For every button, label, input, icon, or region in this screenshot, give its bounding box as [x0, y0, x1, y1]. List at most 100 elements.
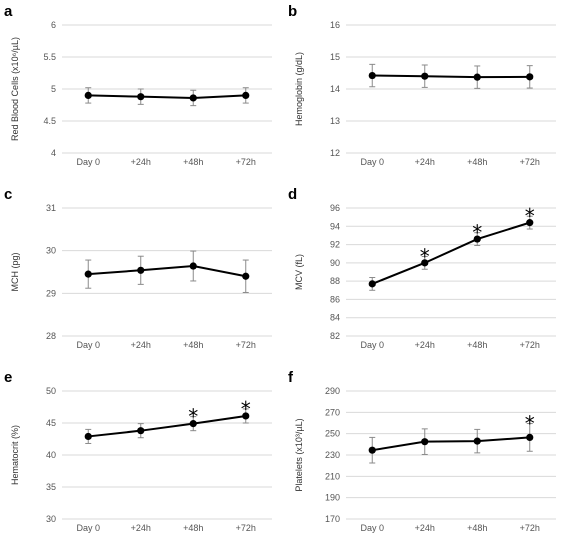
y-tick-label: 5.5 — [43, 52, 56, 62]
significance-star: * — [420, 244, 430, 268]
significance-star: * — [525, 204, 535, 228]
x-tick-label: +48h — [183, 523, 203, 533]
data-point — [84, 432, 92, 441]
series-line — [88, 265, 246, 278]
panel-letter: a — [4, 3, 13, 20]
data-point — [137, 266, 145, 274]
y-tick-label: 92 — [330, 240, 340, 250]
data-point — [84, 91, 92, 99]
x-tick-label: Day 0 — [360, 340, 384, 350]
data-point — [242, 91, 250, 99]
y-tick-label: 13 — [330, 116, 340, 126]
x-tick-label: +24h — [131, 157, 151, 167]
y-tick-label: 170 — [325, 514, 340, 524]
data-point — [526, 73, 534, 81]
panel-red-blood-cells: a 4 4.5 5 5.5 6 Day 0 +24h +48h +72h Red Blood Cel… — [0, 0, 283, 183]
y-tick-label: 94 — [330, 221, 340, 231]
y-tick-label: 86 — [330, 294, 340, 304]
x-tick-label: +72h — [236, 340, 256, 350]
y-tick-label: 84 — [330, 313, 340, 323]
y-tick-label: 96 — [330, 203, 340, 213]
y-tick-label: 14 — [330, 84, 340, 94]
data-point — [137, 427, 145, 435]
data-point — [189, 262, 197, 270]
y-tick-label: 29 — [46, 288, 56, 298]
y-tick-label: 250 — [325, 429, 340, 439]
y-tick-label: 290 — [325, 386, 340, 396]
x-tick-label: Day 0 — [76, 523, 100, 533]
panel-letter: e — [4, 369, 12, 386]
data-point — [137, 93, 145, 101]
panel-platelets: f 170 190 210 230 250 270 290 Day 0 +24h +48h +72h P… — [284, 366, 567, 549]
x-tick-label: +48h — [467, 523, 487, 533]
x-tick-label: +24h — [131, 523, 151, 533]
data-point — [526, 433, 534, 441]
y-tick-label: 230 — [325, 450, 340, 460]
panel-mcv: d 82 84 86 88 90 92 94 96 Day 0 +24h +48h +72h MCV (f… — [284, 183, 567, 366]
significance-star: * — [188, 405, 198, 429]
data-point — [84, 270, 92, 278]
panel-letter: d — [288, 186, 297, 203]
y-axis-label: MCV (fL) — [294, 254, 304, 290]
y-axis-label: Hemoglobin (g/dL) — [294, 52, 304, 126]
chart-platelets: f 170 190 210 230 250 270 290 Day 0 +24h +48h +72h P… — [288, 369, 556, 533]
data-point — [368, 71, 376, 80]
x-tick-label: +24h — [131, 340, 151, 350]
y-tick-label: 30 — [46, 246, 56, 256]
y-tick-label: 4 — [51, 148, 56, 158]
y-tick-label: 31 — [46, 203, 56, 213]
y-tick-label: 50 — [46, 386, 56, 396]
x-tick-label: Day 0 — [76, 340, 100, 350]
y-tick-label: 88 — [330, 276, 340, 286]
chart-red-blood-cells: a 4 4.5 5 5.5 6 Day 0 +24h +48h +72h Red Blood Cel… — [4, 3, 272, 167]
x-tick-label: +48h — [467, 157, 487, 167]
panel-letter: c — [4, 186, 12, 203]
x-tick-label: +24h — [415, 340, 435, 350]
series-line — [88, 94, 246, 99]
panel-hematocrit: e 30 35 40 45 50 Day 0 +24h +48h +72h Hematocrit (… — [0, 366, 283, 549]
chart-hematocrit: e 30 35 40 45 50 Day 0 +24h +48h +72h Hematocrit (… — [4, 369, 272, 533]
x-tick-label: +72h — [520, 523, 540, 533]
x-tick-label: Day 0 — [360, 523, 384, 533]
data-point — [473, 437, 481, 445]
y-tick-label: 12 — [330, 148, 340, 158]
y-axis-label: MCH (pg) — [10, 252, 20, 291]
x-tick-label: +24h — [415, 157, 435, 167]
data-point — [473, 73, 481, 81]
y-tick-label: 35 — [46, 482, 56, 492]
chart-mcv: d 82 84 86 88 90 92 94 96 Day 0 +24h +48h +72h MCV (f… — [288, 186, 556, 350]
significance-star: * — [241, 397, 251, 421]
x-tick-label: +72h — [520, 157, 540, 167]
data-point — [242, 272, 250, 280]
chart-mch: c 28 29 30 31 Day 0 +24h +48h +72h MCH (pg) — [4, 186, 272, 350]
y-tick-label: 45 — [46, 418, 56, 428]
series-line — [372, 74, 530, 79]
data-point — [368, 446, 376, 454]
x-tick-label: +48h — [183, 340, 203, 350]
data-point — [421, 438, 429, 446]
data-point — [473, 235, 481, 243]
chart-hemoglobin: b 12 13 14 15 16 Day 0 +24h +48h +72h Hemoglobin (… — [288, 3, 556, 167]
x-tick-label: Day 0 — [76, 157, 100, 167]
series-line — [372, 436, 530, 452]
y-tick-label: 190 — [325, 493, 340, 503]
y-axis-label: Hematocrit (%) — [10, 425, 20, 485]
x-tick-label: +72h — [236, 157, 256, 167]
panel-letter: b — [288, 3, 297, 20]
panel-mch: c 28 29 30 31 Day 0 +24h +48h +72h MCH (pg) — [0, 183, 283, 366]
data-point — [421, 72, 429, 80]
data-point — [242, 412, 250, 420]
data-point — [189, 94, 197, 102]
y-tick-label: 5 — [51, 84, 56, 94]
data-point — [189, 420, 197, 428]
y-tick-label: 15 — [330, 52, 340, 62]
x-tick-label: +72h — [520, 340, 540, 350]
data-point — [421, 259, 429, 267]
x-tick-label: Day 0 — [360, 157, 384, 167]
significance-star: * — [525, 412, 535, 436]
x-tick-label: +72h — [236, 523, 256, 533]
y-tick-label: 28 — [46, 331, 56, 341]
y-tick-label: 210 — [325, 471, 340, 481]
y-tick-label: 16 — [330, 20, 340, 30]
